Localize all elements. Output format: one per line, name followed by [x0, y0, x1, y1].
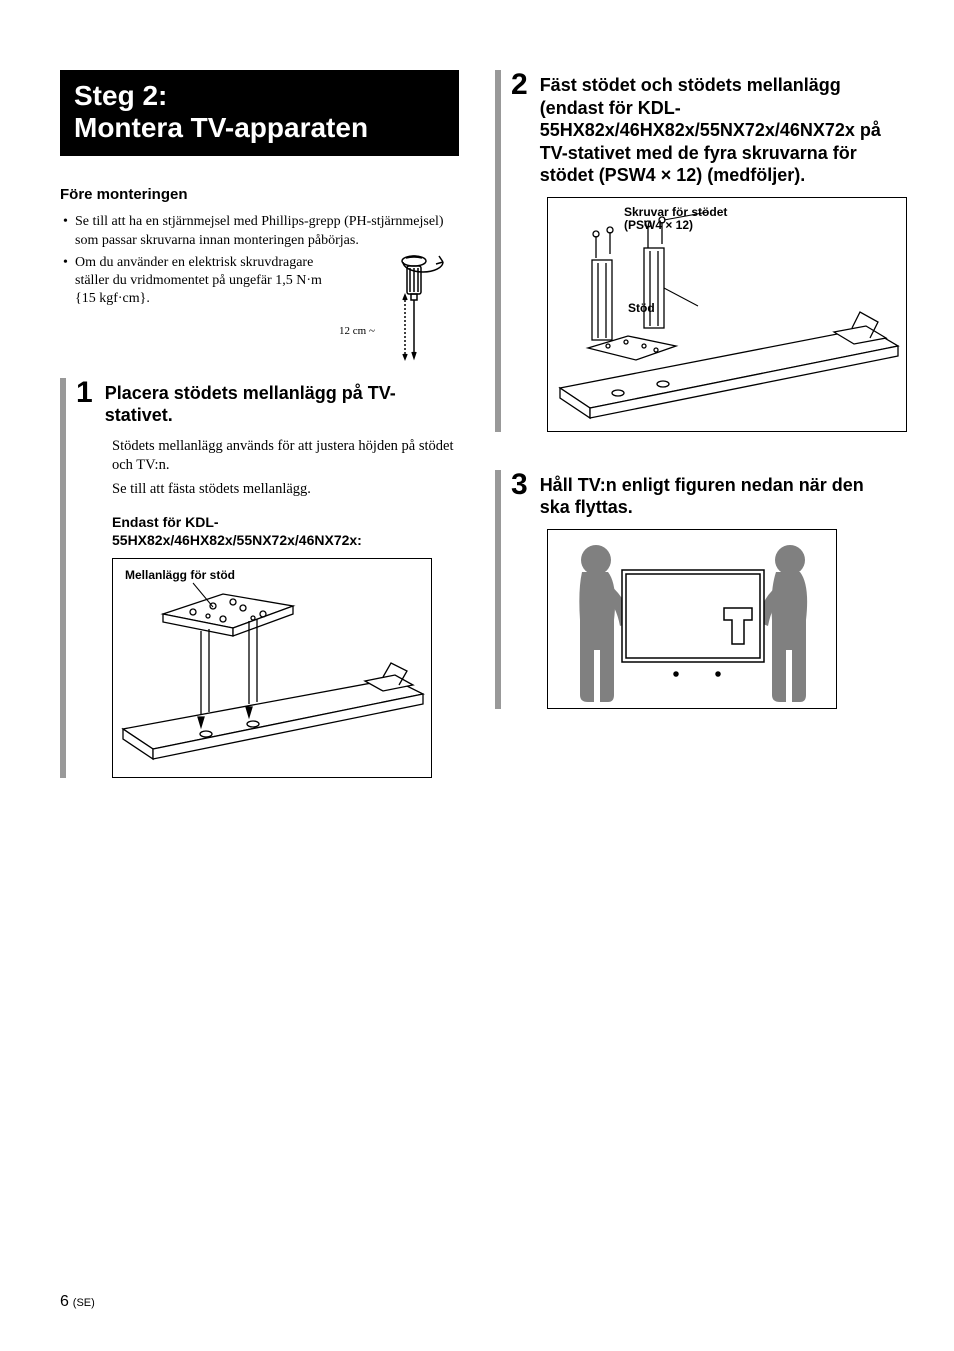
step-1-figure: Mellanlägg för stöd — [112, 558, 432, 778]
title-line2: Montera TV-apparaten — [74, 112, 368, 143]
page-lang: (SE) — [73, 1297, 95, 1309]
step2-title-box: Steg 2: Montera TV-apparaten — [60, 70, 459, 156]
step-3-title: Håll TV:n enligt figuren nedan när den s… — [540, 470, 894, 519]
title-line1: Steg 2: — [74, 80, 167, 111]
before-bullets: Se till att ha en stjärnmejsel med Phill… — [60, 213, 459, 363]
two-column-layout: Steg 2: Montera TV-apparaten Före monter… — [60, 70, 894, 786]
screwdriver-length-label: 12 cm ~ — [339, 324, 375, 338]
page-footer: 6 (SE) — [60, 1293, 95, 1311]
fig2-callout-support: Stöd — [628, 302, 655, 316]
step-1-note: Endast för KDL-55HX82x/46HX82x/55NX72x/4… — [112, 513, 459, 549]
step-2-figure: Skruvar för stödet(PSW4 × 12) Stöd — [547, 197, 907, 432]
step-3-number: 3 — [511, 470, 534, 500]
step-3-figure — [547, 529, 837, 709]
fig2-callout-screws: Skruvar för stödet(PSW4 × 12) — [624, 206, 727, 234]
before-bullet-2: Om du använder en elektrisk skruvdragare… — [63, 254, 459, 364]
right-column: 2 Fäst stödet och stödets mellanlägg (en… — [495, 70, 894, 786]
step-2-title: Fäst stödet och stödets mellanlägg (enda… — [540, 70, 907, 187]
step-1-block: 1 Placera stödets mellanlägg på TV-stati… — [60, 378, 459, 778]
left-column: Steg 2: Montera TV-apparaten Före monter… — [60, 70, 459, 786]
before-bullet-1: Se till att ha en stjärnmejsel med Phill… — [63, 213, 459, 249]
step-2-block: 2 Fäst stödet och stödets mellanlägg (en… — [495, 70, 894, 432]
before-heading: Före monteringen — [60, 186, 459, 203]
step-1-body2: Se till att fästa stödets mellanlägg. — [112, 480, 459, 499]
step-1-number: 1 — [76, 378, 99, 408]
page-number: 6 — [60, 1293, 69, 1310]
step-3-vbar — [495, 470, 501, 709]
fig1-callout: Mellanlägg för stöd — [125, 569, 235, 583]
step-3-block: 3 Håll TV:n enligt figuren nedan när den… — [495, 470, 894, 709]
step-2-number: 2 — [511, 70, 534, 100]
screwdriver-figure: 12 cm ~ — [349, 254, 459, 364]
step-2-vbar — [495, 70, 501, 432]
torque-text: Om du använder en elektrisk skruvdragare… — [75, 254, 341, 309]
step-1-title: Placera stödets mellanlägg på TV-stative… — [105, 378, 459, 427]
page-title: Steg 2: Montera TV-apparaten — [74, 80, 445, 144]
step-1-vbar — [60, 378, 66, 778]
step-1-body1: Stödets mellanlägg används för att juste… — [112, 437, 459, 475]
